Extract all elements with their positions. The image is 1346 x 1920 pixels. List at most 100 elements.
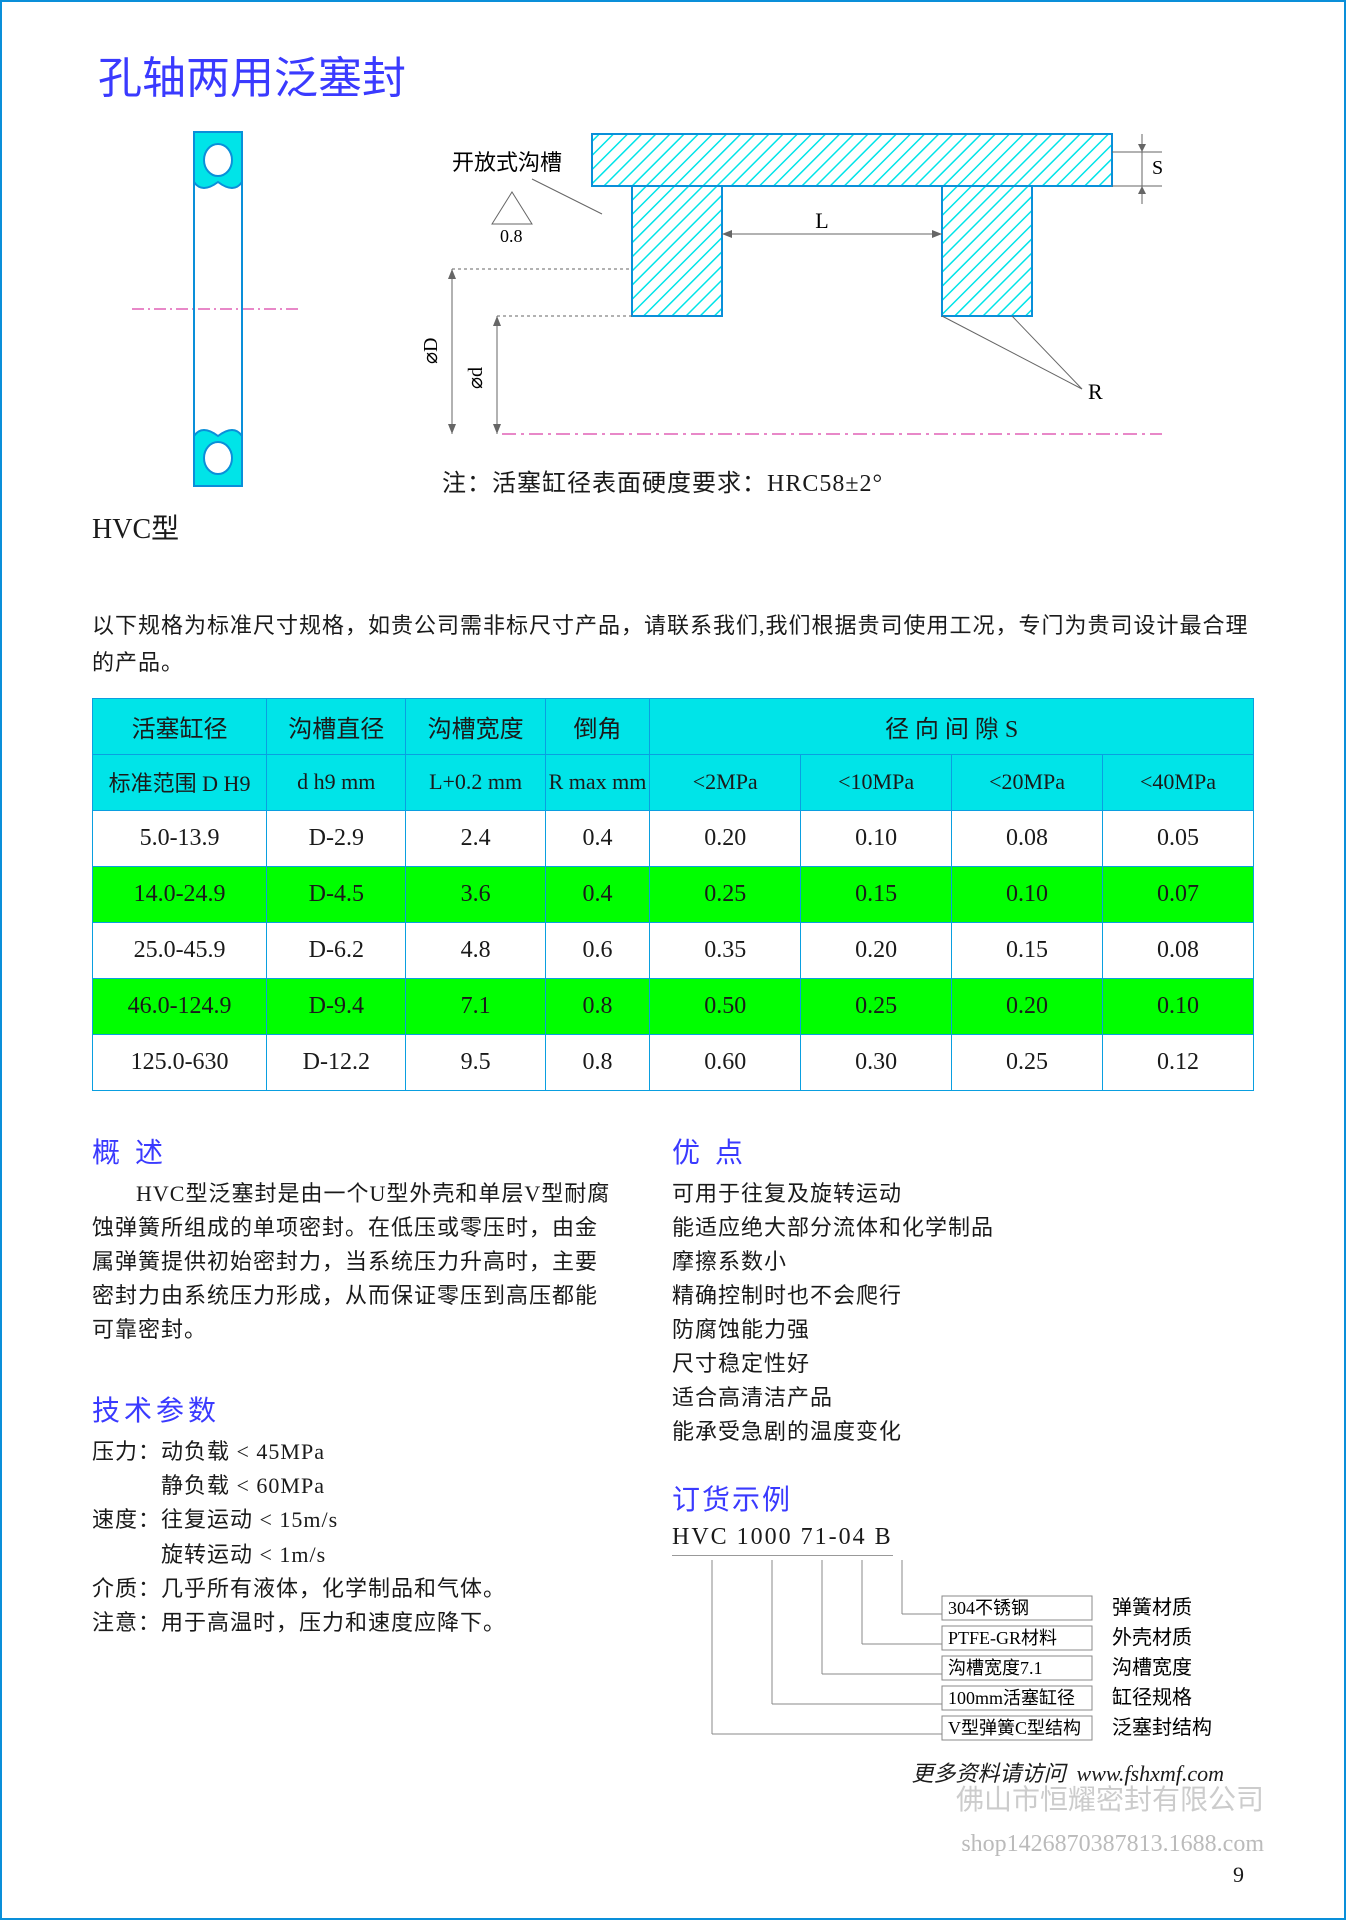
advantage-item: 精确控制时也不会爬行 (672, 1279, 1254, 1313)
th: <10MPa (801, 754, 952, 810)
th: R max mm (545, 754, 649, 810)
svg-text:S: S (1152, 157, 1162, 179)
cross-section-drawing: 开放式沟槽 0.8 ⌀D ⌀d (382, 124, 1254, 498)
table-cell: 0.30 (801, 1034, 952, 1090)
table-cell: 0.4 (545, 810, 649, 866)
svg-text:L: L (815, 208, 828, 233)
table-cell: 0.20 (952, 978, 1103, 1034)
th: 径 向 间 隙 S (650, 698, 1254, 754)
table-cell: D-2.9 (267, 810, 406, 866)
th: <40MPa (1103, 754, 1254, 810)
table-row: 25.0-45.9D-6.24.80.60.350.200.150.08 (93, 922, 1254, 978)
svg-text:⌀d: ⌀d (465, 367, 487, 389)
table-cell: 0.25 (952, 1034, 1103, 1090)
th: 标准范围 D H9 (93, 754, 267, 810)
table-cell: D-9.4 (267, 978, 406, 1034)
tech-line: 静负载 < 60MPa (92, 1469, 612, 1503)
svg-text:304不锈钢: 304不锈钢 (948, 1598, 1029, 1618)
th: 活塞缸径 (93, 698, 267, 754)
watermark-shop: shop1426870387813.1688.com (961, 1831, 1264, 1858)
svg-text:泛塞封结构: 泛塞封结构 (1112, 1716, 1212, 1739)
tech-line: 旋转运动 < 1m/s (92, 1538, 612, 1572)
tech-line: 介质：几乎所有液体，化学制品和气体。 (92, 1572, 612, 1606)
th: 沟槽直径 (267, 698, 406, 754)
spec-table: 活塞缸径 沟槽直径 沟槽宽度 倒角 径 向 间 隙 S 标准范围 D H9 d … (92, 698, 1254, 1091)
th: 倒角 (545, 698, 649, 754)
advantage-item: 可用于往复及旋转运动 (672, 1177, 1254, 1211)
th: <20MPa (952, 754, 1103, 810)
page-title: 孔轴两用泛塞封 (98, 42, 1254, 106)
svg-text:缸径规格: 缸径规格 (1112, 1686, 1192, 1709)
svg-text:弹簧材质: 弹簧材质 (1112, 1596, 1192, 1619)
table-cell: 0.60 (650, 1034, 801, 1090)
table-cell: 0.6 (545, 922, 649, 978)
svg-text:外壳材质: 外壳材质 (1112, 1626, 1192, 1649)
table-cell: D-6.2 (267, 922, 406, 978)
table-cell: 0.35 (650, 922, 801, 978)
tech-line: 注意：用于高温时，压力和速度应降下。 (92, 1606, 612, 1640)
table-cell: 0.20 (801, 922, 952, 978)
svg-text:PTFE-GR材料: PTFE-GR材料 (948, 1628, 1057, 1648)
th: d h9 mm (267, 754, 406, 810)
table-cell: 0.08 (1103, 922, 1254, 978)
advantage-item: 尺寸稳定性好 (672, 1347, 1254, 1381)
table-cell: 0.20 (650, 810, 801, 866)
order-heading: 订货示例 (672, 1478, 1254, 1518)
hardness-note: 注：活塞缸径表面硬度要求：HRC58±2° (442, 463, 1254, 498)
table-cell: 7.1 (406, 978, 545, 1034)
tech-heading: 技术参数 (92, 1389, 612, 1429)
table-cell: 14.0-24.9 (93, 866, 267, 922)
advantages-heading: 优 点 (672, 1131, 1254, 1171)
table-cell: D-4.5 (267, 866, 406, 922)
table-row: 5.0-13.9D-2.92.40.40.200.100.080.05 (93, 810, 1254, 866)
table-cell: 0.15 (801, 866, 952, 922)
table-cell: 25.0-45.9 (93, 922, 267, 978)
advantage-item: 摩擦系数小 (672, 1245, 1254, 1279)
tech-body: 压力：动负载 < 45MPa 静负载 < 60MPa速度：往复运动 < 15m/… (92, 1435, 612, 1640)
table-cell: 0.15 (952, 922, 1103, 978)
table-cell: 3.6 (406, 866, 545, 922)
advantage-item: 能适应绝大部分流体和化学制品 (672, 1211, 1254, 1245)
diagram-row: HVC型 开放式沟槽 (92, 124, 1254, 547)
table-cell: 0.25 (801, 978, 952, 1034)
footer-link: 更多资料请访问 www.fshxmf.com (912, 1756, 1225, 1788)
th: 沟槽宽度 (406, 698, 545, 754)
model-label: HVC型 (92, 507, 342, 547)
table-cell: 0.50 (650, 978, 801, 1034)
svg-text:⌀D: ⌀D (420, 338, 442, 364)
table-cell: 0.12 (1103, 1034, 1254, 1090)
overview-heading: 概 述 (92, 1131, 612, 1171)
table-cell: 0.05 (1103, 810, 1254, 866)
table-cell: 0.07 (1103, 866, 1254, 922)
table-cell: 0.8 (545, 978, 649, 1034)
table-cell: 0.25 (650, 866, 801, 922)
svg-text:100mm活塞缸径: 100mm活塞缸径 (948, 1687, 1075, 1708)
table-row: 125.0-630D-12.29.50.80.600.300.250.12 (93, 1034, 1254, 1090)
table-cell: 0.8 (545, 1034, 649, 1090)
table-cell: 0.10 (952, 866, 1103, 922)
table-cell: 46.0-124.9 (93, 978, 267, 1034)
table-cell: 0.10 (1103, 978, 1254, 1034)
svg-text:R: R (1088, 379, 1103, 404)
table-cell: 125.0-630 (93, 1034, 267, 1090)
table-cell: 2.4 (406, 810, 545, 866)
table-cell: 0.4 (545, 866, 649, 922)
tech-line: 压力：动负载 < 45MPa (92, 1435, 612, 1469)
seal-drawing: HVC型 (92, 124, 342, 547)
page-number: 9 (1233, 1862, 1244, 1888)
svg-text:0.8: 0.8 (500, 226, 523, 246)
table-row: 46.0-124.9D-9.47.10.80.500.250.200.10 (93, 978, 1254, 1034)
table-row: 14.0-24.9D-4.53.60.40.250.150.100.07 (93, 866, 1254, 922)
table-cell: 9.5 (406, 1034, 545, 1090)
advantage-item: 防腐蚀能力强 (672, 1313, 1254, 1347)
intro-text: 以下规格为标准尺寸规格，如贵公司需非标尺寸产品，请联系我们,我们根据贵司使用工况… (92, 607, 1254, 682)
th: <2MPa (650, 754, 801, 810)
table-cell: 0.08 (952, 810, 1103, 866)
advantage-item: 适合高清洁产品 (672, 1381, 1254, 1415)
table-cell: 5.0-13.9 (93, 810, 267, 866)
svg-text:V型弹簧C型结构: V型弹簧C型结构 (948, 1718, 1081, 1738)
overview-text: HVC型泛塞封是由一个U型外壳和单层V型耐腐蚀弹簧所组成的单项密封。在低压或零压… (92, 1177, 612, 1347)
tech-line: 速度：往复运动 < 15m/s (92, 1503, 612, 1537)
table-cell: D-12.2 (267, 1034, 406, 1090)
svg-text:沟槽宽度: 沟槽宽度 (1112, 1656, 1192, 1679)
